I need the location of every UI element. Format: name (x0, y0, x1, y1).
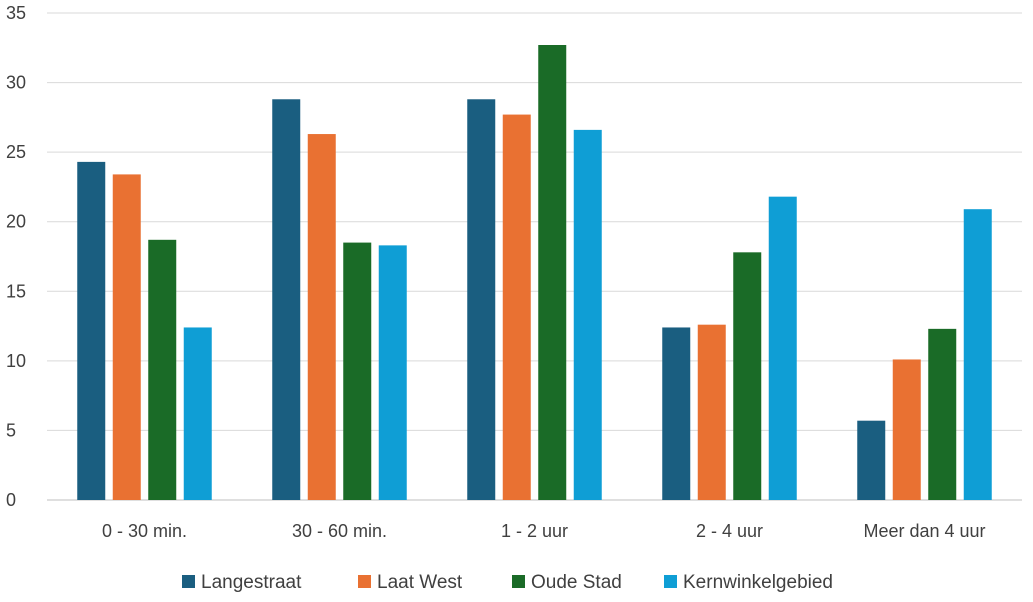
bar (77, 161, 106, 500)
x-axis-ticks: 0 - 30 min. 30 - 60 min. 1 - 2 uur 2 - 4 uu… (102, 521, 986, 541)
bar (662, 327, 691, 500)
y-tick-label: 25 (6, 142, 26, 162)
y-tick-label: 15 (6, 281, 26, 301)
y-tick-label: 20 (6, 212, 26, 232)
bar (892, 359, 921, 500)
y-tick-label: 10 (6, 351, 26, 371)
legend-swatch (182, 575, 195, 588)
legend: Langestraat Laat West Oude Stad Kernwinkelg… (182, 572, 833, 593)
y-axis-ticks: 0 5 10 15 20 25 30 35 (6, 3, 26, 510)
bar (148, 239, 177, 500)
bar (857, 420, 886, 500)
legend-label: Kernwinkelgebied (683, 572, 833, 593)
bar (963, 209, 992, 501)
bars (77, 45, 992, 501)
y-tick-label: 0 (6, 490, 16, 510)
bar (768, 196, 797, 500)
bar (538, 45, 567, 500)
bar (697, 324, 726, 500)
legend-swatch (664, 575, 677, 588)
bar (272, 99, 301, 501)
bar (183, 327, 212, 500)
bar (343, 242, 372, 501)
bar (307, 134, 336, 500)
legend-label: Laat West (377, 572, 463, 593)
legend-label: Langestraat (201, 572, 302, 593)
x-tick-label: 30 - 60 min. (292, 521, 387, 541)
legend-swatch (358, 575, 371, 588)
bar (112, 174, 141, 501)
legend-swatch (512, 575, 525, 588)
x-tick-label: 1 - 2 uur (501, 521, 568, 541)
y-tick-label: 35 (6, 3, 26, 23)
bar (573, 129, 602, 500)
bar (378, 245, 407, 500)
x-tick-label: 2 - 4 uur (696, 521, 763, 541)
y-tick-label: 30 (6, 73, 26, 93)
legend-label: Oude Stad (531, 572, 622, 593)
y-tick-label: 5 (6, 420, 16, 440)
x-tick-label: 0 - 30 min. (102, 521, 187, 541)
bar (928, 328, 957, 500)
x-tick-label: Meer dan 4 uur (863, 521, 985, 541)
bar (733, 252, 762, 500)
bar (502, 114, 531, 501)
bar (467, 99, 496, 501)
